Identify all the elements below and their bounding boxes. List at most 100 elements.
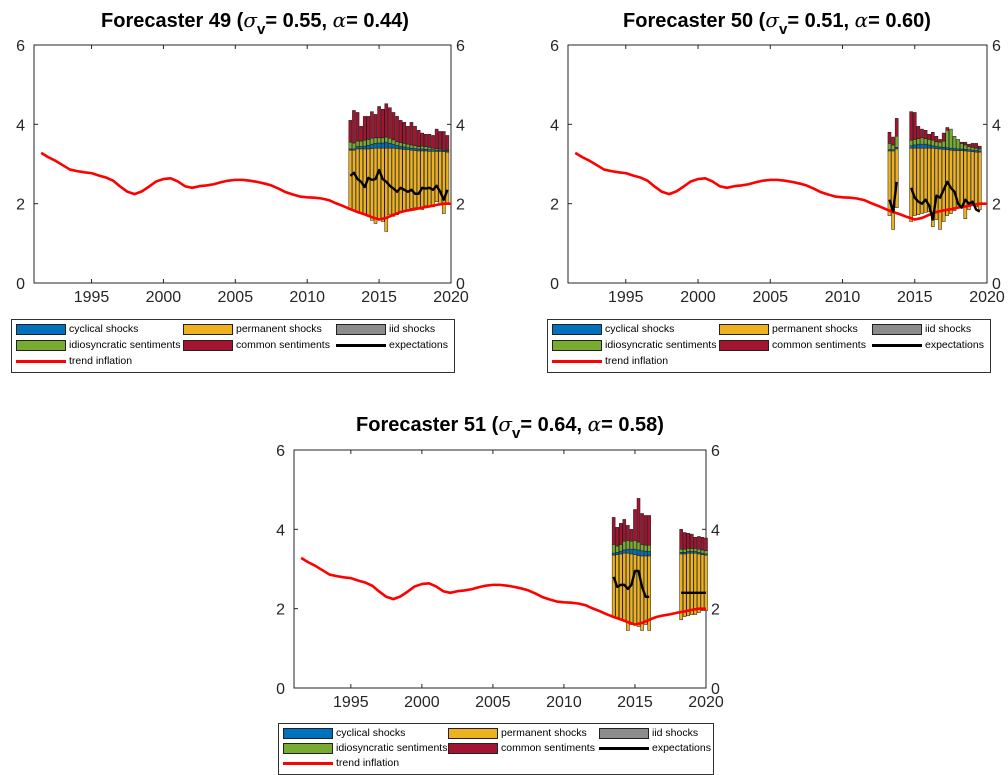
bar-cyclical — [384, 141, 389, 149]
bar-cyclical — [952, 148, 957, 151]
legend-line — [872, 343, 922, 347]
bar-common — [611, 517, 616, 545]
bar-common — [679, 529, 683, 550]
legend-item-idiosyncratic: idiosyncratic sentiments — [283, 742, 447, 754]
legend-label: trend inflation — [605, 355, 669, 367]
bar-cyclical — [416, 148, 421, 152]
bar-common — [923, 130, 928, 139]
bar-common — [445, 135, 450, 151]
bar-common — [970, 143, 975, 148]
bar-idiosyncratic — [409, 144, 414, 149]
bar-idiosyncratic — [679, 548, 683, 553]
legend-label: cyclical shocks — [336, 727, 406, 739]
legend-item-common: common sentiments — [183, 339, 330, 351]
bar-permanent — [633, 554, 637, 626]
legend-label: common sentiments — [236, 339, 330, 351]
x-tick-label: 2005 — [752, 289, 788, 306]
legend-label: common sentiments — [501, 742, 595, 754]
bar-common — [934, 135, 939, 143]
bar-idiosyncratic — [963, 144, 968, 150]
y-tick-label: 6 — [16, 38, 25, 55]
bar-permanent — [391, 147, 396, 217]
bar-common — [380, 109, 385, 139]
bar-cyclical — [370, 143, 374, 149]
bar-cyclical — [640, 550, 644, 557]
bar-common — [700, 537, 705, 551]
bar-common — [686, 533, 691, 549]
bar-idiosyncratic — [413, 145, 417, 149]
bar-permanent — [704, 554, 708, 611]
bar-permanent — [916, 147, 921, 216]
bar-permanent — [434, 151, 439, 202]
bar-idiosyncratic — [370, 137, 374, 145]
bar-idiosyncratic — [920, 137, 924, 145]
x-tick-label: 2015 — [897, 289, 933, 306]
legend-swatch — [336, 323, 386, 335]
bar-cyclical — [938, 146, 942, 150]
bar-common — [941, 132, 946, 142]
bar-common — [647, 515, 651, 546]
axes-box — [567, 44, 988, 284]
chart-title: Forecaster 49 (σv= 0.55, α= 0.44) — [101, 8, 409, 38]
legend-item-idiosyncratic: idiosyncratic sentiments — [552, 339, 716, 351]
bar-common — [682, 532, 687, 550]
bar-idiosyncratic — [704, 550, 708, 555]
bar-permanent — [409, 149, 414, 209]
y-right-tick-label: 4 — [711, 522, 720, 539]
bar-idiosyncratic — [406, 143, 410, 148]
legend-label: idiosyncratic sentiments — [605, 339, 717, 351]
bar-permanent — [611, 554, 616, 617]
bar-idiosyncratic — [355, 140, 360, 147]
legend-swatch — [599, 727, 649, 739]
bar-common — [963, 141, 968, 146]
bar-common — [636, 498, 641, 543]
bar-cyclical — [388, 143, 392, 149]
legend-line — [283, 761, 333, 765]
bar-idiosyncratic — [622, 540, 627, 551]
bar-idiosyncratic — [974, 147, 978, 151]
bar-permanent — [438, 151, 442, 206]
bar-permanent — [977, 151, 982, 210]
bar-common — [348, 120, 353, 143]
bar-idiosyncratic — [690, 548, 694, 552]
bar-permanent — [626, 552, 630, 631]
x-tick-label: 1995 — [608, 289, 644, 306]
legend-label: iid shocks — [389, 323, 436, 335]
bar-idiosyncratic — [949, 128, 953, 149]
bar-idiosyncratic — [629, 540, 634, 550]
bar-common — [413, 126, 417, 147]
trend-inflation-line — [300, 556, 706, 626]
legend-label: iid shocks — [652, 727, 699, 739]
bar-idiosyncratic — [916, 138, 921, 145]
legend-line — [552, 359, 602, 363]
bar-common — [352, 110, 356, 144]
bar-idiosyncratic — [693, 548, 698, 552]
y-tick-label: 4 — [16, 117, 25, 134]
legend-label: expectations — [652, 742, 711, 754]
bar-cyclical — [934, 146, 939, 149]
bar-cyclical — [420, 148, 425, 152]
bar-idiosyncratic — [912, 139, 917, 146]
bar-cyclical — [626, 548, 630, 554]
bar-idiosyncratic — [931, 139, 935, 147]
bar-idiosyncratic — [424, 146, 428, 150]
legend-item-expectations: expectations — [872, 339, 984, 351]
bar-idiosyncratic — [398, 142, 403, 147]
x-tick-label: 2010 — [289, 289, 325, 306]
x-tick-label: 2020 — [969, 289, 1005, 306]
legend-item-iid: iid shocks — [599, 727, 698, 739]
bar-idiosyncratic — [887, 143, 892, 150]
bar-idiosyncratic — [970, 147, 975, 151]
bar-cyclical — [927, 144, 931, 149]
bar-cyclical — [409, 147, 414, 151]
y-right-tick-label: 0 — [456, 276, 465, 293]
bar-common — [640, 513, 644, 545]
bar-idiosyncratic — [640, 544, 644, 552]
legend: cyclical shocks permanent shocks iid sho… — [278, 723, 714, 775]
bar-cyclical — [941, 147, 946, 150]
bar-idiosyncratic — [377, 137, 381, 144]
bar-permanent — [629, 553, 634, 625]
legend-label: idiosyncratic sentiments — [69, 339, 181, 351]
y-tick-label: 2 — [550, 197, 559, 214]
